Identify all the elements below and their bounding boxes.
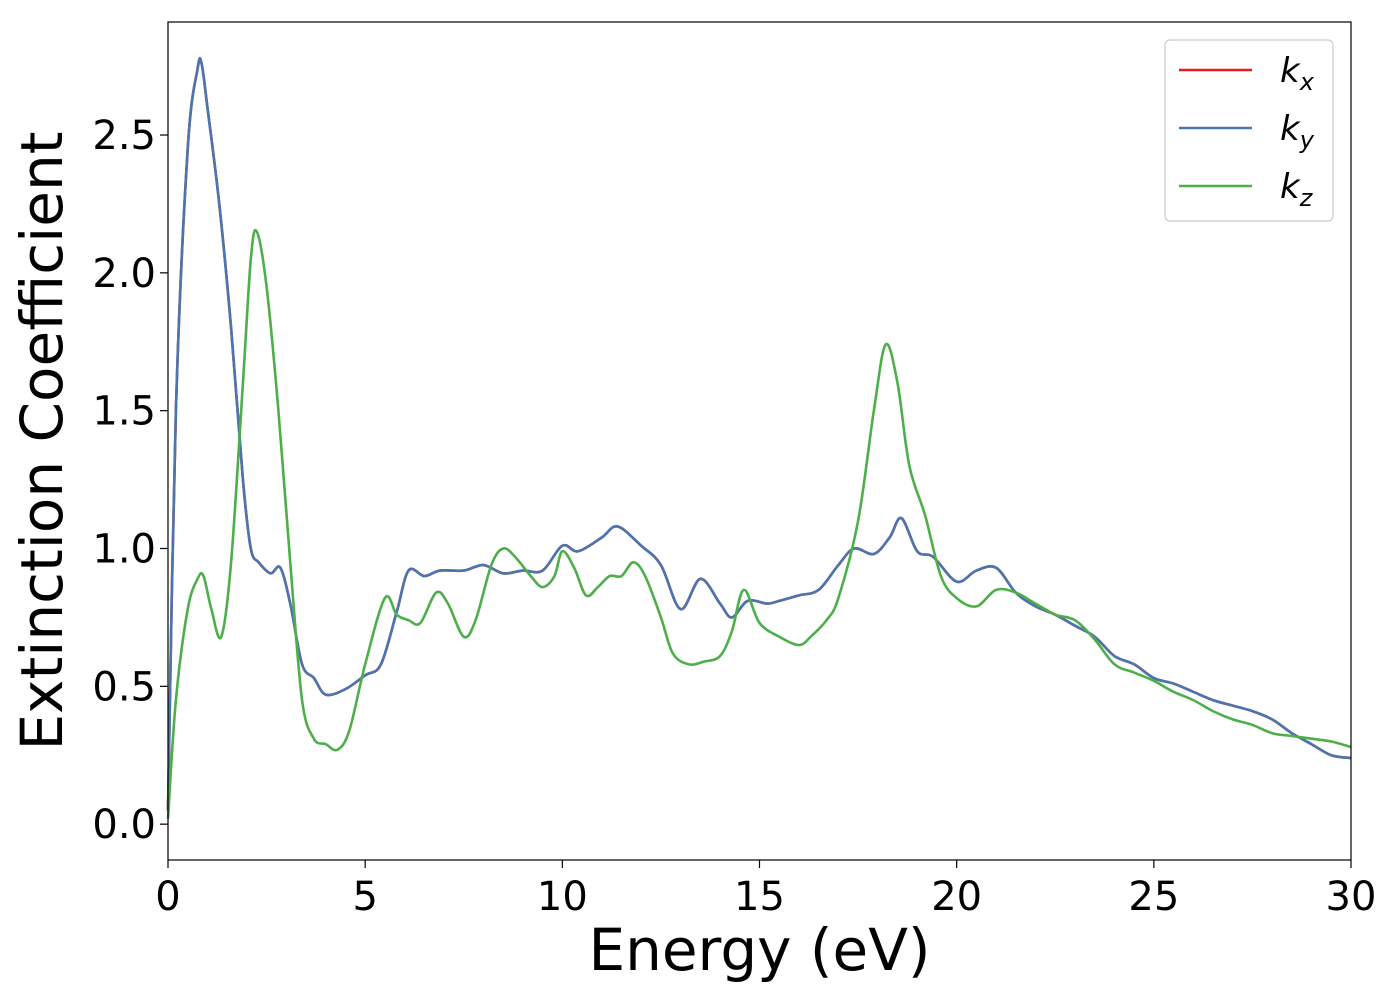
y-tick-label: 2.0 bbox=[92, 251, 156, 297]
legend-label-main: k bbox=[1280, 51, 1301, 91]
legend-label-subscript: x bbox=[1299, 68, 1315, 96]
x-tick-label: 10 bbox=[537, 874, 588, 920]
y-tick-label: 1.0 bbox=[92, 527, 156, 573]
legend-label: kx bbox=[1280, 51, 1315, 96]
x-tick-label: 0 bbox=[155, 874, 180, 920]
legend-frame bbox=[1164, 39, 1334, 222]
legend-label: kz bbox=[1280, 167, 1314, 212]
series-line-kz bbox=[166, 229, 1352, 819]
legend-label-subscript: y bbox=[1299, 126, 1315, 154]
x-tick-label: 15 bbox=[734, 874, 785, 920]
x-tick-label: 20 bbox=[931, 874, 982, 920]
x-axis-title: Energy (eV) bbox=[588, 916, 930, 984]
series-layer bbox=[166, 57, 1352, 819]
y-tick-label: 0.5 bbox=[92, 664, 156, 710]
y-axis-title: Extinction Coefficient bbox=[8, 132, 76, 751]
y-tick-label: 2.5 bbox=[92, 113, 156, 159]
legend-label-main: k bbox=[1280, 167, 1301, 207]
x-tick-label: 30 bbox=[1326, 874, 1377, 920]
y-tick-label: 1.5 bbox=[92, 389, 156, 435]
legend-label: ky bbox=[1280, 109, 1315, 154]
y-tick-label: 0.0 bbox=[92, 802, 156, 848]
legend-label-subscript: z bbox=[1299, 184, 1314, 212]
y-axis: 0.0 0.5 1.0 1.5 2.0 2.5 bbox=[92, 113, 168, 848]
legend-label-main: k bbox=[1280, 109, 1301, 149]
series-line-ky bbox=[166, 57, 1352, 811]
x-tick-label: 25 bbox=[1128, 874, 1179, 920]
x-axis: 0 5 10 15 20 25 30 bbox=[155, 860, 1376, 920]
x-tick-label: 5 bbox=[352, 874, 377, 920]
